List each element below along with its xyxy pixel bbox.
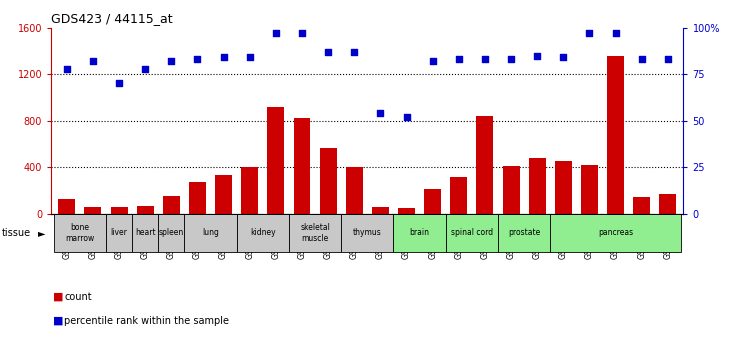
Bar: [398, 208, 415, 214]
Bar: [607, 56, 624, 214]
Point: [427, 58, 439, 64]
Bar: [132, 214, 159, 252]
Bar: [633, 197, 650, 214]
Bar: [294, 118, 311, 214]
Text: tissue: tissue: [1, 228, 31, 238]
Point: [192, 57, 203, 62]
Point: [610, 30, 621, 36]
Bar: [241, 167, 258, 214]
Text: thymus: thymus: [353, 228, 382, 237]
Bar: [498, 214, 550, 252]
Bar: [237, 214, 289, 252]
Bar: [341, 214, 393, 252]
Bar: [137, 206, 154, 214]
Bar: [319, 148, 337, 214]
Text: lung: lung: [202, 228, 219, 237]
Point: [374, 110, 386, 116]
Bar: [393, 214, 446, 252]
Bar: [85, 207, 102, 214]
Text: ►: ►: [38, 228, 45, 238]
Point: [113, 81, 125, 86]
Point: [270, 30, 281, 36]
Point: [296, 30, 308, 36]
Point: [453, 57, 465, 62]
Text: percentile rank within the sample: percentile rank within the sample: [64, 316, 230, 326]
Bar: [450, 177, 467, 214]
Text: pancreas: pancreas: [598, 228, 633, 237]
Bar: [163, 196, 180, 214]
Point: [140, 66, 151, 71]
Bar: [529, 158, 545, 214]
Bar: [159, 214, 184, 252]
Bar: [555, 161, 572, 214]
Point: [505, 57, 517, 62]
Text: spinal cord: spinal cord: [451, 228, 493, 237]
Bar: [289, 214, 341, 252]
Bar: [502, 166, 520, 214]
Text: skeletal
muscle: skeletal muscle: [300, 223, 330, 243]
Bar: [550, 214, 681, 252]
Bar: [106, 214, 132, 252]
Text: liver: liver: [110, 228, 127, 237]
Point: [322, 49, 334, 55]
Text: bone
marrow: bone marrow: [65, 223, 94, 243]
Point: [165, 58, 177, 64]
Bar: [184, 214, 237, 252]
Bar: [446, 214, 498, 252]
Text: GDS423 / 44115_at: GDS423 / 44115_at: [51, 12, 173, 25]
Point: [479, 57, 491, 62]
Text: ■: ■: [53, 316, 63, 326]
Bar: [110, 207, 128, 214]
Text: kidney: kidney: [250, 228, 276, 237]
Point: [61, 66, 72, 71]
Text: brain: brain: [409, 228, 430, 237]
Bar: [189, 183, 206, 214]
Text: spleen: spleen: [159, 228, 184, 237]
Bar: [54, 214, 106, 252]
Bar: [268, 107, 284, 214]
Bar: [215, 176, 232, 214]
Bar: [424, 189, 441, 214]
Point: [401, 114, 412, 120]
Point: [349, 49, 360, 55]
Bar: [372, 207, 389, 214]
Point: [662, 57, 674, 62]
Bar: [58, 199, 75, 214]
Bar: [477, 116, 493, 214]
Point: [218, 55, 230, 60]
Text: ■: ■: [53, 292, 63, 302]
Point: [583, 30, 595, 36]
Text: count: count: [64, 292, 92, 302]
Point: [87, 58, 99, 64]
Bar: [659, 194, 676, 214]
Text: heart: heart: [135, 228, 156, 237]
Bar: [581, 165, 598, 214]
Text: prostate: prostate: [508, 228, 540, 237]
Point: [558, 55, 569, 60]
Bar: [346, 167, 363, 214]
Point: [531, 53, 543, 58]
Point: [636, 57, 648, 62]
Point: [244, 55, 256, 60]
